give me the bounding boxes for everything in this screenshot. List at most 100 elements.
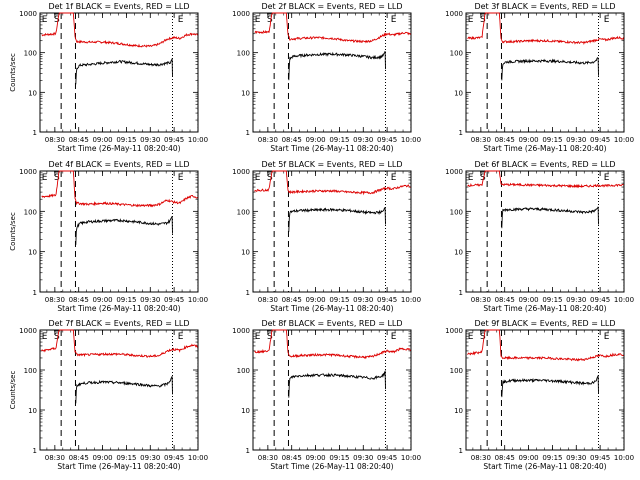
x-tick-label: 08:45 [495,296,515,304]
panel-title: Det 4f BLACK = Events, RED = LLD [48,160,189,169]
y-tick-label: 100 [24,50,37,58]
y-tick-label: 10 [241,249,250,257]
x-tick-label: 10:00 [614,454,634,462]
lld-series-line [254,170,411,196]
x-tick-label: 09:45 [164,136,184,144]
x-tick-label: 10:00 [614,296,634,304]
x-tick-label: 09:30 [140,296,160,304]
detector-panel-5: Det 5f BLACK = Events, RED = LLD 1 10 100 10… [232,160,421,313]
x-tick-label: 08:45 [282,136,302,144]
y-tick-label: 1 [459,129,463,137]
detector-panel-4: Det 4f BLACK = Events, RED = LLD 1 10 100 10… [9,160,208,313]
detector-panel-3: Det 3f BLACK = Events, RED = LLD 1 10 100 10… [445,2,634,153]
y-tick-label: 100 [450,367,463,375]
x-tick-label: 09:15 [329,454,349,462]
marker-s: S [54,15,60,25]
marker-e: E [604,173,610,183]
marker-e: E [255,173,261,183]
y-tick-label: 100 [237,367,250,375]
x-axis-label: Start Time (26-May-11 08:20:40) [57,304,180,313]
marker-e: E [604,15,610,25]
x-tick-label: 09:45 [377,296,397,304]
x-tick-label: 09:00 [92,454,112,462]
y-tick-label: 10 [454,249,463,257]
x-tick-label: 10:00 [401,136,421,144]
x-tick-label: 09:00 [518,296,538,304]
x-tick-label: 09:00 [305,296,325,304]
x-tick-label: 09:15 [542,296,562,304]
panel-title: Det 1f BLACK = Events, RED = LLD [48,2,189,11]
marker-e: E [178,332,184,342]
x-tick-label: 09:30 [353,296,373,304]
y-tick-label: 100 [450,208,463,216]
y-axis-label: Counts/sec [9,53,17,92]
panel-title: Det 9f BLACK = Events, RED = LLD [474,319,615,328]
x-tick-label: 09:15 [116,136,136,144]
y-tick-label: 10 [241,407,250,415]
marker-e: E [391,332,397,342]
x-tick-label: 09:45 [164,296,184,304]
panel-title: Det 7f BLACK = Events, RED = LLD [48,319,189,328]
x-tick-label: 09:45 [590,454,610,462]
x-axis-label: Start Time (26-May-11 08:20:40) [483,462,606,471]
detector-panel-7: Det 7f BLACK = Events, RED = LLD 1 10 100 10… [9,319,208,471]
x-tick-label: 09:00 [305,136,325,144]
x-tick-label: 08:30 [258,296,278,304]
x-tick-label: 08:30 [258,454,278,462]
x-axis-label: Start Time (26-May-11 08:20:40) [270,462,393,471]
marker-e: E [468,15,474,25]
y-tick-label: 1 [33,289,37,297]
events-series-line [75,216,173,245]
lld-series-line [41,329,198,358]
x-axis-label: Start Time (26-May-11 08:20:40) [270,304,393,313]
y-tick-label: 1000 [232,168,250,176]
plot-frame [465,329,625,451]
y-tick-label: 1000 [232,10,250,18]
marker-e: E [391,15,397,25]
x-tick-label: 08:45 [69,136,89,144]
x-tick-label: 09:45 [164,454,184,462]
x-tick-label: 08:30 [45,454,65,462]
events-series-line [501,206,599,229]
y-tick-label: 1 [33,447,37,455]
x-tick-label: 09:15 [542,454,562,462]
plot-frame [39,170,199,293]
lld-series-line [467,12,624,46]
x-axis-label: Start Time (26-May-11 08:20:40) [57,462,180,471]
marker-e: E [391,173,397,183]
x-tick-label: 09:15 [542,136,562,144]
x-tick-label: 10:00 [401,296,421,304]
detector-panel-8: Det 8f BLACK = Events, RED = LLD 1 10 100 10… [232,319,421,471]
y-tick-label: 1 [246,289,250,297]
y-tick-label: 1000 [19,10,37,18]
y-tick-label: 10 [28,407,37,415]
x-tick-label: 09:15 [116,296,136,304]
x-tick-label: 09:45 [377,136,397,144]
x-axis-label: Start Time (26-May-11 08:20:40) [483,144,606,153]
plot-frame [252,12,412,133]
x-tick-label: 09:45 [590,136,610,144]
x-tick-label: 08:30 [258,136,278,144]
marker-e: E [255,332,261,342]
events-series-line [501,57,599,81]
y-tick-label: 100 [237,50,250,58]
x-axis-label: Start Time (26-May-11 08:20:40) [270,144,393,153]
x-tick-label: 10:00 [188,136,208,144]
detector-panel-9: Det 9f BLACK = Events, RED = LLD 1 10 100 10… [445,319,634,471]
x-tick-label: 10:00 [401,454,421,462]
x-axis-label: Start Time (26-May-11 08:20:40) [57,144,180,153]
panel-title: Det 2f BLACK = Events, RED = LLD [261,2,402,11]
marker-e: E [42,332,48,342]
detector-panel-2: Det 2f BLACK = Events, RED = LLD 1 10 100 10… [232,2,421,153]
x-tick-label: 09:15 [329,296,349,304]
x-tick-label: 09:45 [377,454,397,462]
marker-s: S [54,173,60,183]
plot-frame [465,170,625,293]
x-tick-label: 09:30 [566,296,586,304]
x-tick-label: 08:45 [282,454,302,462]
marker-e: E [604,332,610,342]
x-tick-label: 09:30 [566,454,586,462]
marker-s: S [480,173,486,183]
x-tick-label: 08:30 [471,454,491,462]
